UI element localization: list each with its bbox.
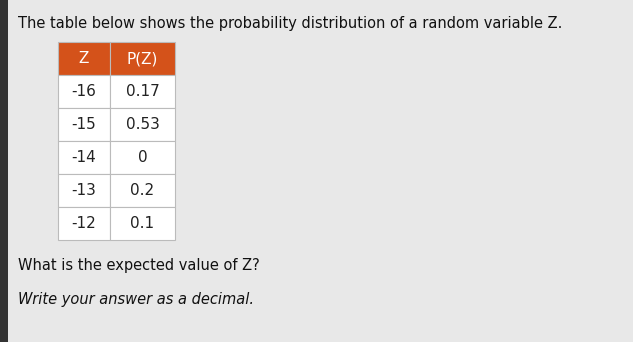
Bar	[110, 75, 175, 108]
Text: Z: Z	[79, 51, 89, 66]
Bar	[58, 42, 110, 75]
Text: 0.17: 0.17	[125, 84, 160, 99]
Bar	[110, 207, 175, 240]
Text: 0.1: 0.1	[130, 216, 154, 231]
Text: P(Z): P(Z)	[127, 51, 158, 66]
Bar	[58, 75, 110, 108]
Text: -14: -14	[72, 150, 96, 165]
Text: -12: -12	[72, 216, 96, 231]
Text: 0.2: 0.2	[130, 183, 154, 198]
Text: 0: 0	[138, 150, 147, 165]
Bar	[110, 141, 175, 174]
Bar	[0, 0, 8, 342]
Bar	[58, 174, 110, 207]
Text: The table below shows the probability distribution of a random variable Z.: The table below shows the probability di…	[18, 16, 562, 31]
Bar	[110, 108, 175, 141]
Text: 0.53: 0.53	[125, 117, 160, 132]
Bar	[58, 108, 110, 141]
Bar	[110, 174, 175, 207]
Bar	[58, 207, 110, 240]
Text: What is the expected value of Z?: What is the expected value of Z?	[18, 258, 260, 273]
Text: -15: -15	[72, 117, 96, 132]
Text: -13: -13	[72, 183, 96, 198]
Text: -16: -16	[72, 84, 96, 99]
Text: Write your answer as a decimal.: Write your answer as a decimal.	[18, 292, 254, 307]
Bar	[110, 42, 175, 75]
Bar	[58, 141, 110, 174]
